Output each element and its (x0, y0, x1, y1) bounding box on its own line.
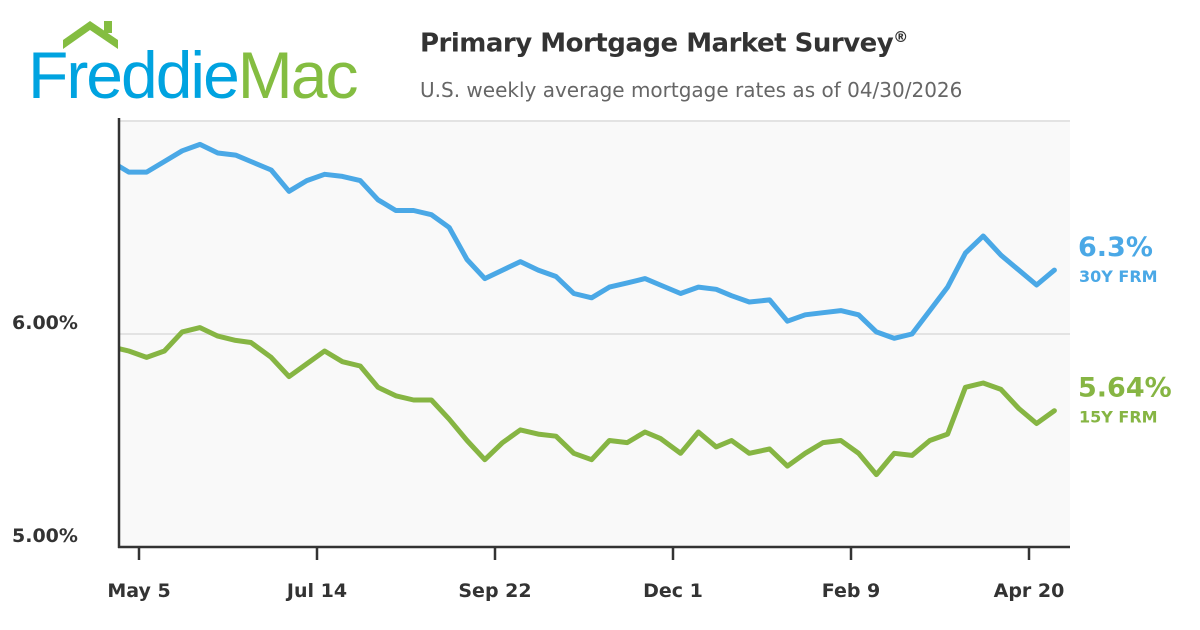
x-tick-label: May 5 (107, 580, 170, 602)
series-name-label: 30Y FRM (1079, 267, 1158, 286)
title-text: Primary Mortgage Market Survey (420, 28, 894, 59)
x-tick-label: Jul 14 (285, 580, 347, 602)
y-tick-label: 5.00% (12, 525, 78, 547)
logo-mac: Mac (237, 38, 359, 112)
logo-wordmark: FreddieMac (28, 38, 359, 112)
x-tick-label: Apr 20 (994, 580, 1065, 602)
y-tick-label: 6.00% (12, 312, 78, 334)
page-title: Primary Mortgage Market Survey® (420, 28, 908, 59)
x-tick-label: Feb 9 (822, 580, 881, 602)
end-value-label: 6.3% (1078, 232, 1153, 263)
end-value-label: 5.64% (1078, 373, 1172, 404)
x-tick-label: Dec 1 (643, 580, 703, 602)
series-line-30y-frm (119, 141, 1057, 341)
series-line-15y-frm (119, 325, 1057, 478)
freddie-mac-logo: FreddieMac (28, 18, 388, 112)
house-roof-icon (63, 21, 118, 49)
registered-mark: ® (893, 28, 908, 46)
series-name-label: 15Y FRM (1079, 408, 1158, 427)
logo-freddie: Freddie (28, 38, 240, 112)
page-subtitle: U.S. weekly average mortgage rates as of… (420, 78, 963, 102)
x-tick-label: Sep 22 (458, 580, 531, 602)
